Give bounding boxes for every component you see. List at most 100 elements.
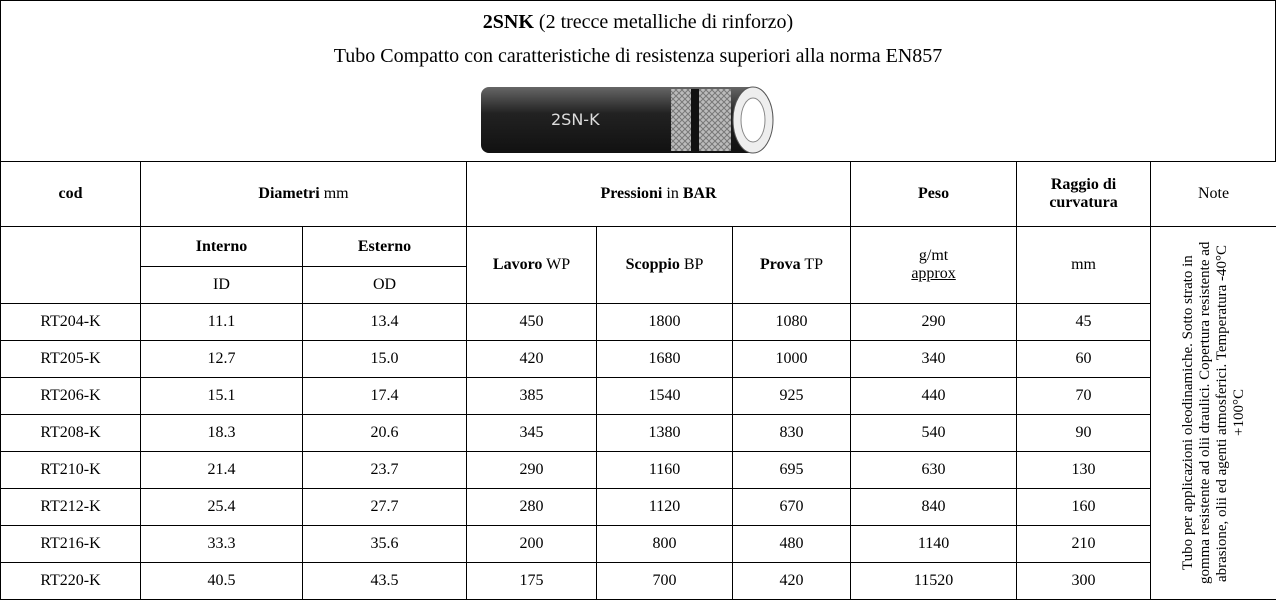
cell: Scoppio BP — [597, 227, 733, 304]
cell: 1000 — [733, 341, 851, 378]
cell: 345 — [467, 415, 597, 452]
cell: RT206-K — [1, 378, 141, 415]
cell: 23.7 — [303, 452, 467, 489]
cell: 20.6 — [303, 415, 467, 452]
cell: 15.1 — [141, 378, 303, 415]
note-text: Tubo per applicazioni oleodinamiche. Sot… — [1180, 233, 1248, 593]
cell: 175 — [467, 563, 597, 600]
cell: 700 — [597, 563, 733, 600]
title-bold: 2SNK — [483, 11, 534, 33]
cell: 300 — [1017, 563, 1151, 600]
title: 2SNK (2 trecce metalliche di rinforzo) — [1, 11, 1275, 34]
cell: RT216-K — [1, 526, 141, 563]
text: Scoppio — [626, 256, 680, 273]
cell: 43.5 — [303, 563, 467, 600]
text: BP — [684, 256, 704, 273]
cell: 1680 — [597, 341, 733, 378]
text: g/mt — [851, 247, 1016, 265]
cell — [1, 227, 141, 304]
cell: 17.4 — [303, 378, 467, 415]
cell: 70 — [1017, 378, 1151, 415]
text: Lavoro — [493, 256, 542, 273]
cell: 420 — [733, 563, 851, 600]
cell: 27.7 — [303, 489, 467, 526]
cell: 1540 — [597, 378, 733, 415]
cell: 25.4 — [141, 489, 303, 526]
text: Pressioni — [600, 185, 662, 202]
cell: 11520 — [851, 563, 1017, 600]
cell: 280 — [467, 489, 597, 526]
cell: 1140 — [851, 526, 1017, 563]
cell: 925 — [733, 378, 851, 415]
cell: 1120 — [597, 489, 733, 526]
cell: 440 — [851, 378, 1017, 415]
cell: 160 — [1017, 489, 1151, 526]
cell: RT210-K — [1, 452, 141, 489]
cell: 1080 — [733, 304, 851, 341]
text: Prova — [760, 256, 801, 273]
note-cell: Tubo per applicazioni oleodinamiche. Sot… — [1151, 227, 1276, 600]
cell: RT212-K — [1, 489, 141, 526]
cell: 1160 — [597, 452, 733, 489]
cell: 1380 — [597, 415, 733, 452]
cell: RT220-K — [1, 563, 141, 600]
text: WP — [546, 256, 570, 273]
cell: 670 — [733, 489, 851, 526]
cell: 200 — [467, 526, 597, 563]
cell: 630 — [851, 452, 1017, 489]
cell: 840 — [851, 489, 1017, 526]
cell: 15.0 — [303, 341, 467, 378]
text: Diametri — [258, 185, 319, 202]
cell: RT204-K — [1, 304, 141, 341]
cell: 45 — [1017, 304, 1151, 341]
header: 2SNK (2 trecce metalliche di rinforzo) T… — [0, 0, 1276, 161]
spec-table: cod Diametri mm Pressioni in BAR Peso Ra… — [0, 161, 1276, 600]
cell: 60 — [1017, 341, 1151, 378]
text: approx — [911, 265, 955, 282]
cell: Prova TP — [733, 227, 851, 304]
cell: 18.3 — [141, 415, 303, 452]
cell: Diametri mm — [141, 162, 467, 227]
cell: 35.6 — [303, 526, 467, 563]
cell: 21.4 — [141, 452, 303, 489]
cell: Note — [1151, 162, 1276, 227]
cell: RT208-K — [1, 415, 141, 452]
cell: 340 — [851, 341, 1017, 378]
cell: Lavoro WP — [467, 227, 597, 304]
cell: 695 — [733, 452, 851, 489]
cell: Interno — [141, 227, 303, 267]
cell: 800 — [597, 526, 733, 563]
cell: 830 — [733, 415, 851, 452]
text: mm — [324, 185, 349, 202]
cell: 1800 — [597, 304, 733, 341]
cell: 90 — [1017, 415, 1151, 452]
text: in — [666, 185, 678, 202]
cell: Pressioni in BAR — [467, 162, 851, 227]
cell: cod — [1, 162, 141, 227]
cell: Raggio di curvatura — [1017, 162, 1151, 227]
page: 2SNK (2 trecce metalliche di rinforzo) T… — [0, 0, 1276, 597]
text: BAR — [683, 185, 717, 202]
cell: 210 — [1017, 526, 1151, 563]
cell: 385 — [467, 378, 597, 415]
cell: 450 — [467, 304, 597, 341]
cell: Peso — [851, 162, 1017, 227]
cell: 11.1 — [141, 304, 303, 341]
cell: 540 — [851, 415, 1017, 452]
cell: 40.5 — [141, 563, 303, 600]
cell: ID — [141, 267, 303, 304]
hose-label: 2SN-K — [551, 110, 600, 129]
cell: 290 — [851, 304, 1017, 341]
cell: 420 — [467, 341, 597, 378]
cell: OD — [303, 267, 467, 304]
cell: 13.4 — [303, 304, 467, 341]
title-rest: (2 trecce metalliche di rinforzo) — [539, 11, 793, 33]
